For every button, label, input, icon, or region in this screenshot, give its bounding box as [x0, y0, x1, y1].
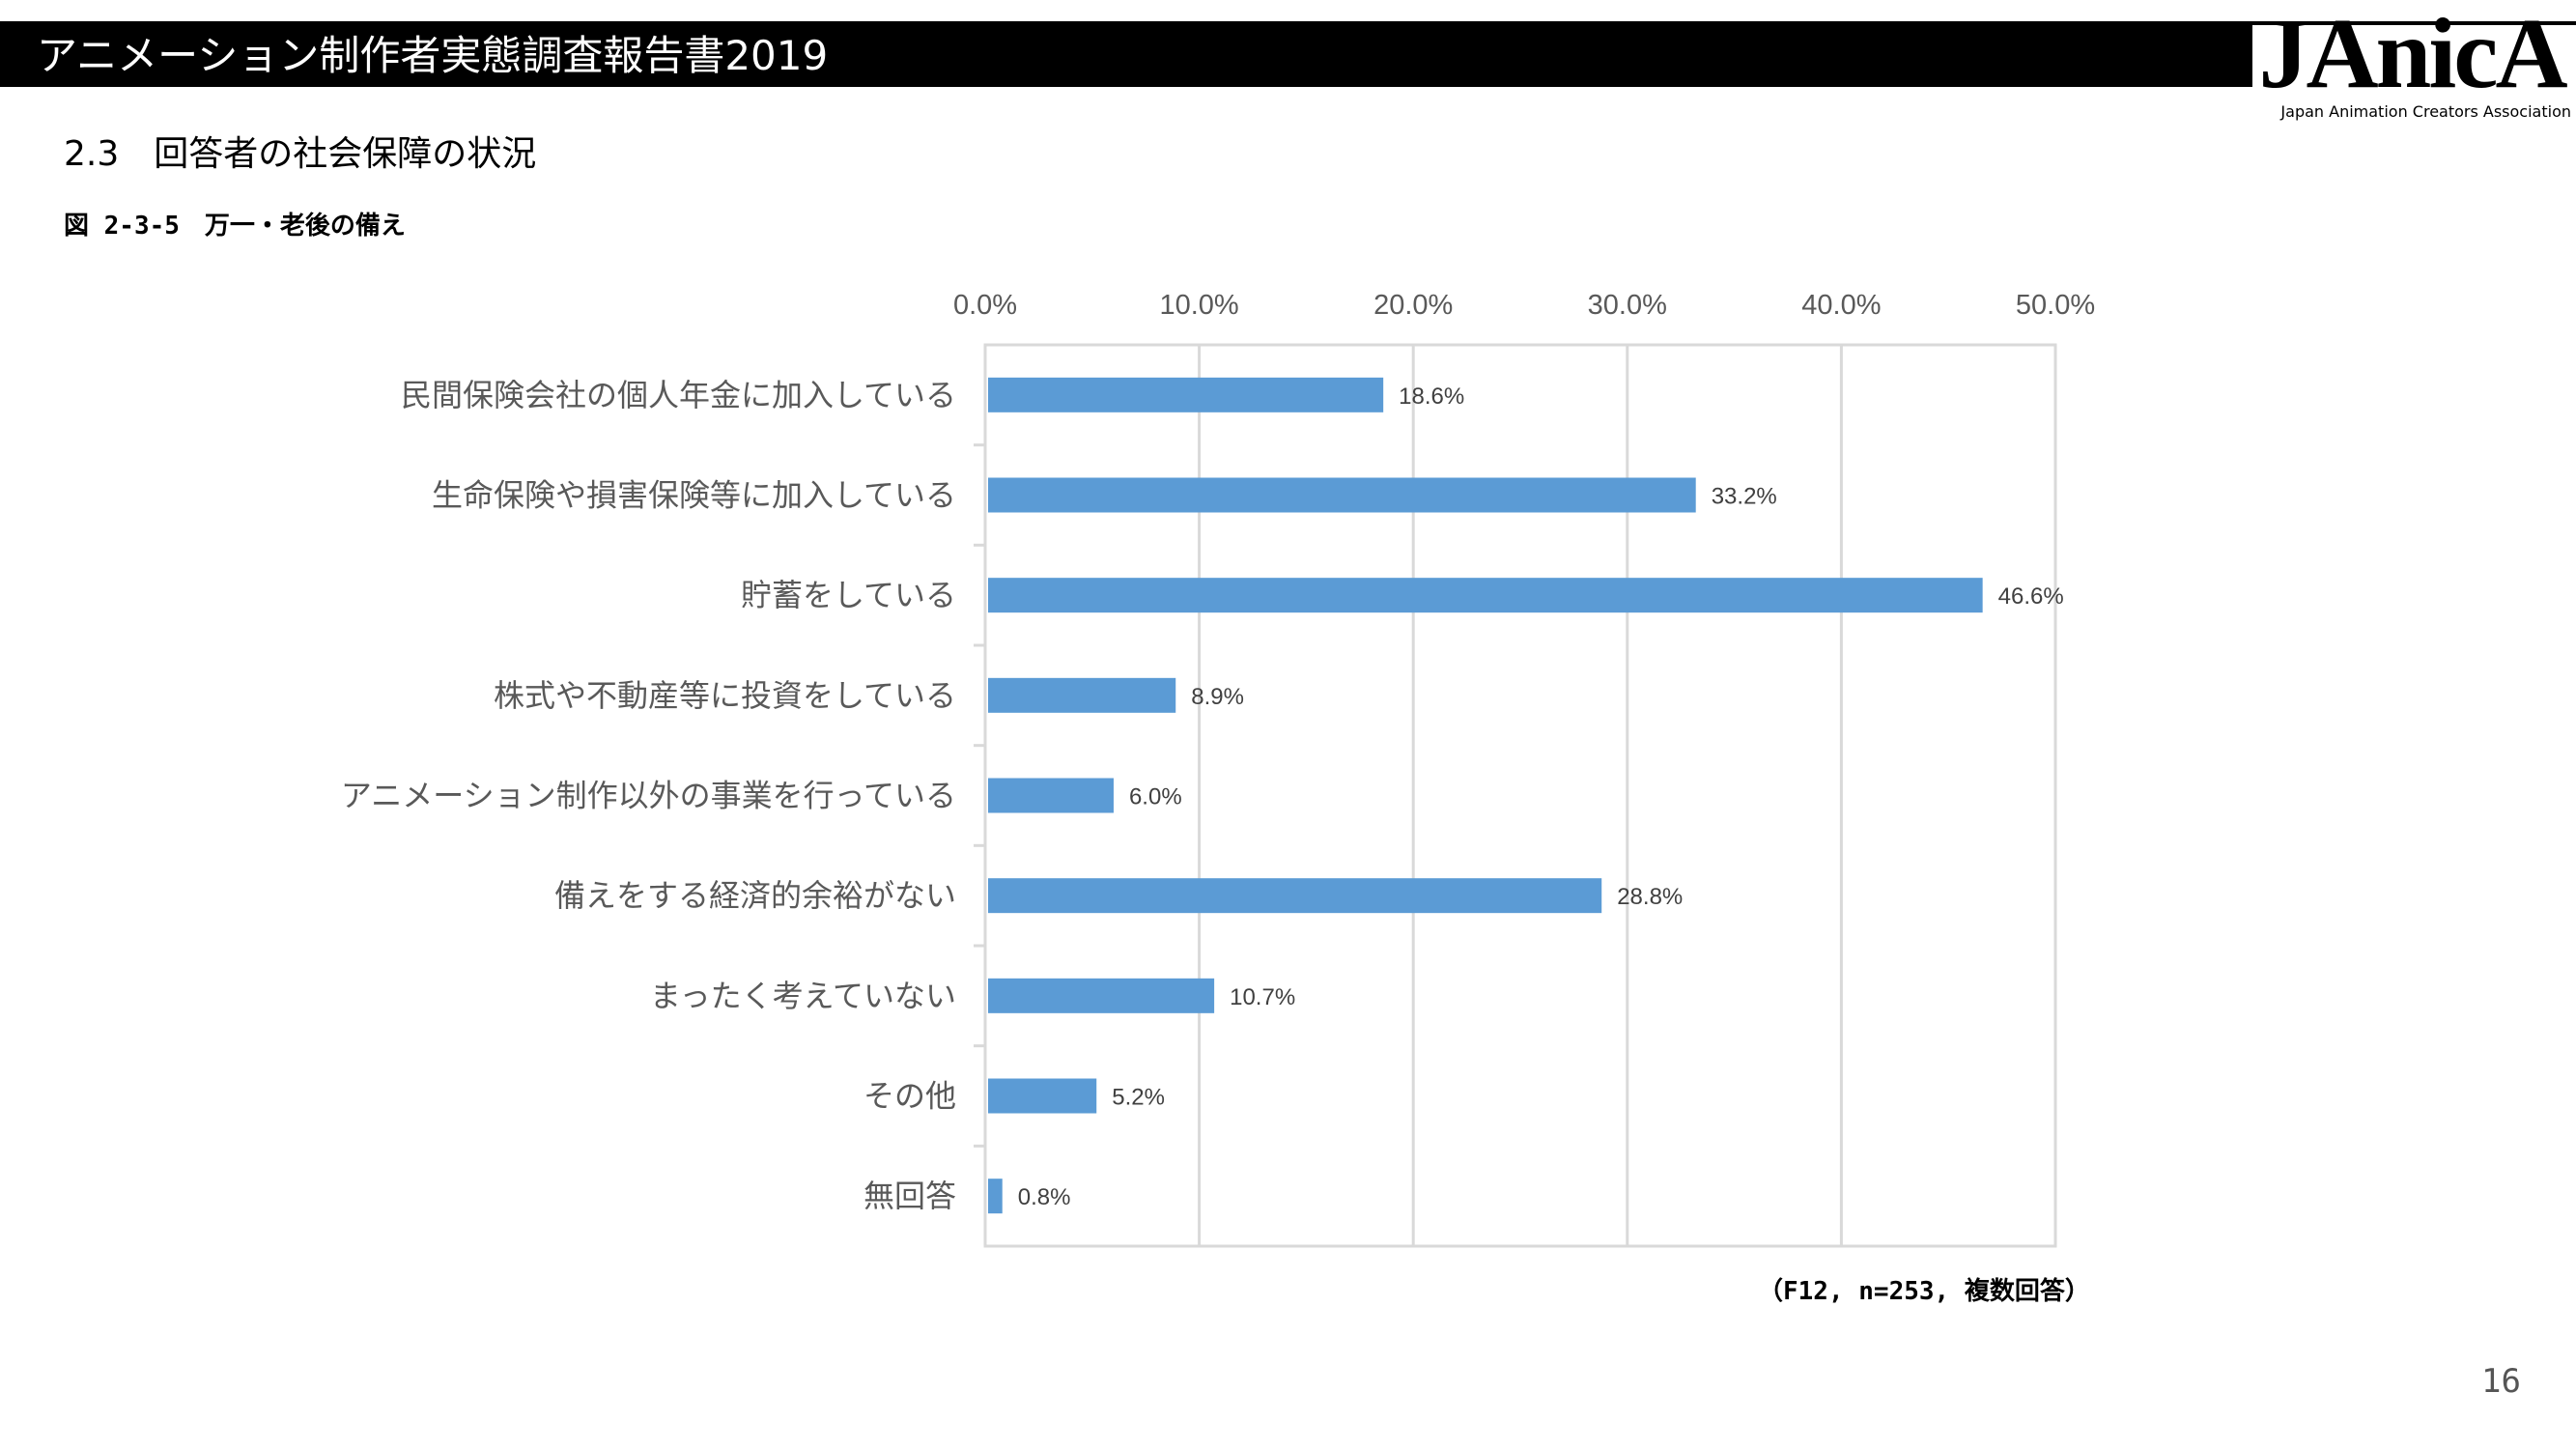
bars — [988, 377, 1983, 1214]
category-label: まったく考えていない — [650, 978, 956, 1014]
bar — [988, 578, 1983, 613]
data-label: 0.8% — [1018, 1184, 1071, 1210]
logo-subtitle: Japan Animation Creators Association — [2280, 102, 2571, 121]
category-label: 無回答 — [863, 1178, 956, 1214]
category-label: 生命保険や損害保険等に加入している — [432, 477, 956, 514]
bar — [988, 477, 1696, 513]
bar — [988, 1078, 1097, 1114]
janica-logo: JAnicA Japan Animation Creators Associat… — [2252, 0, 2571, 124]
category-label: 貯蓄をしている — [741, 577, 956, 613]
bar — [988, 878, 1602, 914]
category-label: アニメーション制作以外の事業を行っている — [341, 778, 956, 814]
x-tick-label: 20.0% — [1373, 290, 1453, 321]
report-title: アニメーション制作者実態調査報告書2019 — [37, 32, 829, 79]
page-number: 16 — [2481, 1362, 2521, 1401]
x-tick-label: 0.0% — [953, 290, 1017, 321]
header-top-rule — [0, 21, 2576, 25]
data-label: 6.0% — [1129, 784, 1182, 810]
category-label: 民間保険会社の個人年金に加入している — [401, 377, 956, 413]
data-label: 28.8% — [1617, 884, 1683, 910]
chart-labels: 0.0% 10.0% 20.0% 30.0% 40.0% 50.0% 民間保険会社の個人年金… — [341, 290, 2095, 1214]
sample-note: （F12, n=253, 複数回答） — [1758, 1277, 2090, 1306]
category-label: 株式や不動産等に投資をしている — [494, 677, 956, 714]
x-tick-label: 40.0% — [1801, 290, 1881, 321]
x-tick-label: 30.0% — [1588, 290, 1667, 321]
data-label: 46.6% — [1998, 583, 2064, 610]
data-label: 18.6% — [1399, 384, 1464, 410]
x-tick-label: 50.0% — [2016, 290, 2095, 321]
data-label: 8.9% — [1191, 684, 1244, 710]
section-title: 2.3 回答者の社会保障の状況 — [64, 134, 537, 174]
bar — [988, 1179, 1003, 1214]
bar — [988, 377, 1384, 412]
header-bar: アニメーション制作者実態調査報告書2019 — [0, 25, 2252, 87]
bar — [988, 778, 1114, 813]
figure-caption: 図 2-3-5 万一・老後の備え — [64, 212, 406, 241]
data-label: 5.2% — [1112, 1085, 1165, 1111]
category-label: その他 — [863, 1078, 956, 1115]
x-tick-label: 10.0% — [1159, 290, 1238, 321]
bar — [988, 978, 1215, 1013]
category-label: 備えをする経済的余裕がない — [554, 877, 956, 914]
bar — [988, 677, 1176, 713]
data-label: 33.2% — [1712, 484, 1777, 510]
logo-mark: JAnicA — [2258, 0, 2567, 109]
data-label: 10.7% — [1230, 984, 1295, 1010]
